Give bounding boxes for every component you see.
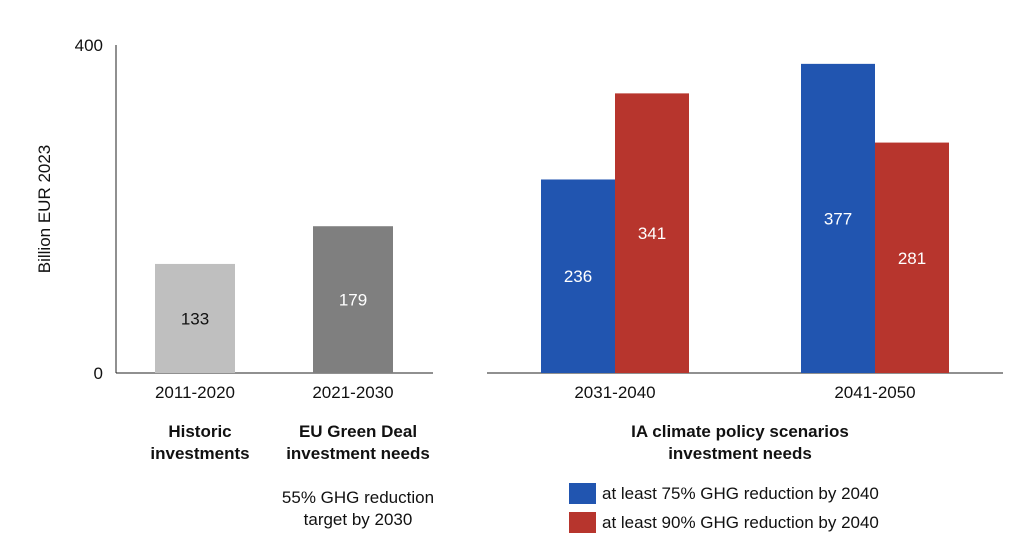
group-title-historic-line1: Historic (168, 422, 232, 441)
bar-value-label-2011-2020: 133 (181, 309, 209, 328)
bar-value-label-2021-2030: 179 (339, 291, 367, 310)
legend-item-75: at least 75% GHG reduction by 2040 (569, 483, 879, 504)
bar-value-label-2041-2050-series-1: 377 (824, 209, 852, 228)
bar-2021-2030 (313, 226, 393, 373)
x-tick-label-2011-2020: 2011-2020 (155, 383, 235, 402)
target-note: 55% GHG reduction target by 2030 (258, 487, 458, 531)
group-title-historic: Historic investments (130, 421, 270, 465)
target-note-line1: 55% GHG reduction (281, 488, 435, 507)
bar-2041-2050-series-1 (801, 63, 875, 374)
group-title-ia-line1: IA climate policy scenarios (631, 422, 849, 441)
x-tick-label-2031-2040: 2031-2040 (574, 383, 655, 402)
legend-swatch-90 (569, 512, 596, 533)
bar-2041-2050-series-2 (875, 142, 949, 373)
legend-item-90: at least 90% GHG reduction by 2040 (569, 512, 879, 533)
group-title-green-deal-line2: investment needs (286, 444, 430, 463)
group-title-green-deal-line1: EU Green Deal (298, 422, 418, 441)
y-tick-label-0: 0 (94, 364, 103, 383)
group-title-green-deal: EU Green Deal investment needs (268, 421, 448, 465)
bar-value-label-2031-2040-series-2: 341 (638, 224, 666, 243)
bar-2031-2040-series-1 (541, 179, 615, 373)
y-tick-label-400: 400 (75, 36, 103, 55)
group-title-ia-line2: investment needs (668, 444, 812, 463)
x-tick-label-2021-2030: 2021-2030 (312, 383, 393, 402)
bar-value-label-2041-2050-series-2: 281 (898, 249, 926, 268)
x-tick-label-2041-2050: 2041-2050 (834, 383, 915, 402)
legend-label-75: at least 75% GHG reduction by 2040 (602, 483, 879, 503)
legend-label-90: at least 90% GHG reduction by 2040 (602, 512, 879, 532)
y-axis-title: Billion EUR 2023 (35, 145, 54, 274)
bar-2011-2020 (155, 263, 235, 373)
bar-2031-2040-series-2 (615, 93, 689, 373)
group-title-ia-scenarios: IA climate policy scenarios investment n… (560, 421, 920, 465)
bar-value-label-2031-2040-series-1: 236 (564, 267, 592, 286)
group-title-historic-line2: investments (150, 444, 250, 463)
target-note-line2: target by 2030 (303, 510, 413, 529)
legend-swatch-75 (569, 483, 596, 504)
